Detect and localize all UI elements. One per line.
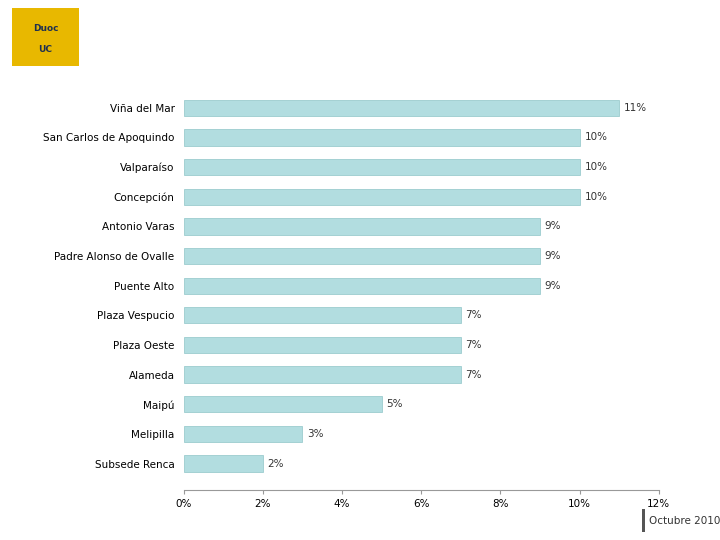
Text: (Base: % Total personas entrevistados, N=16.787): (Base: % Total personas entrevistados, N…	[185, 46, 535, 60]
Bar	[184, 248, 540, 264]
Text: Octubre 2010: Octubre 2010	[649, 516, 720, 525]
Text: 10%: 10%	[585, 192, 608, 202]
Text: UC: UC	[39, 45, 53, 54]
Bar	[184, 188, 580, 205]
Bar	[184, 396, 382, 413]
Bar	[184, 337, 461, 353]
Text: Distribución Sede: Distribución Sede	[271, 15, 449, 33]
Text: 9%: 9%	[545, 221, 562, 231]
Bar	[184, 367, 461, 383]
Text: 10%: 10%	[585, 132, 608, 143]
Bar	[184, 159, 580, 175]
Bar	[184, 278, 540, 294]
Text: 7%: 7%	[466, 369, 482, 380]
Text: 7%: 7%	[466, 310, 482, 320]
Bar	[184, 426, 302, 442]
Text: 10%: 10%	[585, 162, 608, 172]
Bar	[184, 99, 619, 116]
Text: 2%: 2%	[268, 458, 284, 469]
Bar	[642, 509, 645, 532]
Text: 7%: 7%	[466, 340, 482, 350]
Text: 9%: 9%	[545, 251, 562, 261]
Text: 5%: 5%	[387, 399, 403, 409]
Bar	[184, 307, 461, 323]
Bar	[184, 129, 580, 146]
Bar	[184, 455, 263, 472]
Bar	[184, 218, 540, 234]
Text: 11%: 11%	[624, 103, 647, 113]
Text: 3%: 3%	[307, 429, 324, 439]
Text: 9%: 9%	[545, 281, 562, 291]
Text: Duoc: Duoc	[33, 24, 58, 33]
Text: Ipsos: Ipsos	[641, 36, 677, 49]
Bar	[12, 8, 79, 66]
